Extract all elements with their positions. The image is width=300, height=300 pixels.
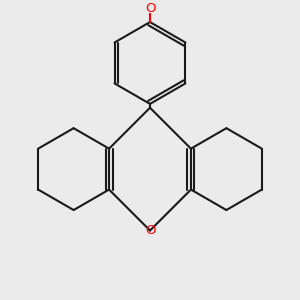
Text: O: O [145, 224, 155, 237]
Text: O: O [145, 2, 155, 15]
